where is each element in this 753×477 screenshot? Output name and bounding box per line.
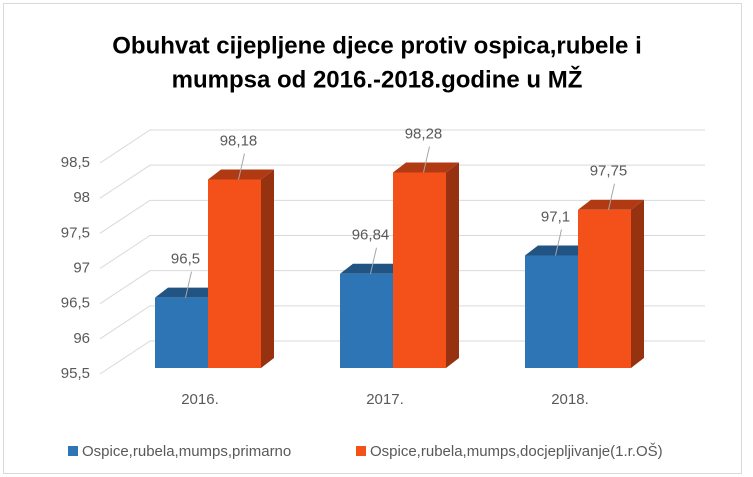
y-tick-label: 95,5 [61,365,90,382]
bar [208,179,261,368]
data-label: 96,84 [352,227,390,244]
bar-top [393,162,459,173]
leader-line [608,183,615,210]
data-label: 97,1 [541,208,570,225]
legend-label: Ospice,rubela,mumps,primarno [82,443,291,460]
leader-line [370,247,377,274]
bar-top [525,245,591,256]
bar-top [155,287,221,298]
x-tick-label: 2016. [181,391,219,408]
data-label: 98,28 [405,125,443,142]
bar [525,255,578,368]
chart-title: Obuhvat cijepljene djece protiv ospica,r… [112,32,642,59]
bar-top [578,199,644,210]
legend-swatch [68,446,78,456]
grid-line [99,340,705,375]
data-label: 97,75 [590,163,628,180]
grid-line [99,129,705,164]
chart-title: mumpsa od 2016.-2018.godine u MŽ [172,65,583,93]
grid-line [99,235,705,269]
x-tick-label: 2018. [551,391,589,408]
y-tick-label: 97 [73,259,90,276]
bar-side [446,162,459,368]
x-tick-label: 2017. [366,391,404,408]
bar [393,172,446,368]
bar [340,273,393,368]
y-tick-label: 96,5 [61,295,90,312]
bar [578,209,631,368]
leader-line [423,146,430,173]
grid-line [99,270,705,305]
bar-side [631,199,644,368]
bar-top [340,263,406,274]
bar-top [208,169,274,180]
leader-line [555,229,562,256]
leader-line [185,271,192,298]
y-tick-label: 97,5 [61,224,90,241]
y-tick-label: 98 [73,189,90,206]
legend-swatch [356,446,366,456]
bar-side [261,169,274,368]
bar [155,297,208,368]
grid-line [99,164,705,199]
leader-line [238,153,245,180]
legend-label: Ospice,rubela,mumps,docjepljivanje(1.r.O… [370,443,663,460]
data-label: 98,18 [220,132,258,149]
grid-line [99,305,705,340]
y-tick-label: 96 [73,330,90,347]
y-tick-label: 98,5 [61,154,90,171]
data-label: 96,5 [171,251,200,268]
grid-line [99,199,705,234]
